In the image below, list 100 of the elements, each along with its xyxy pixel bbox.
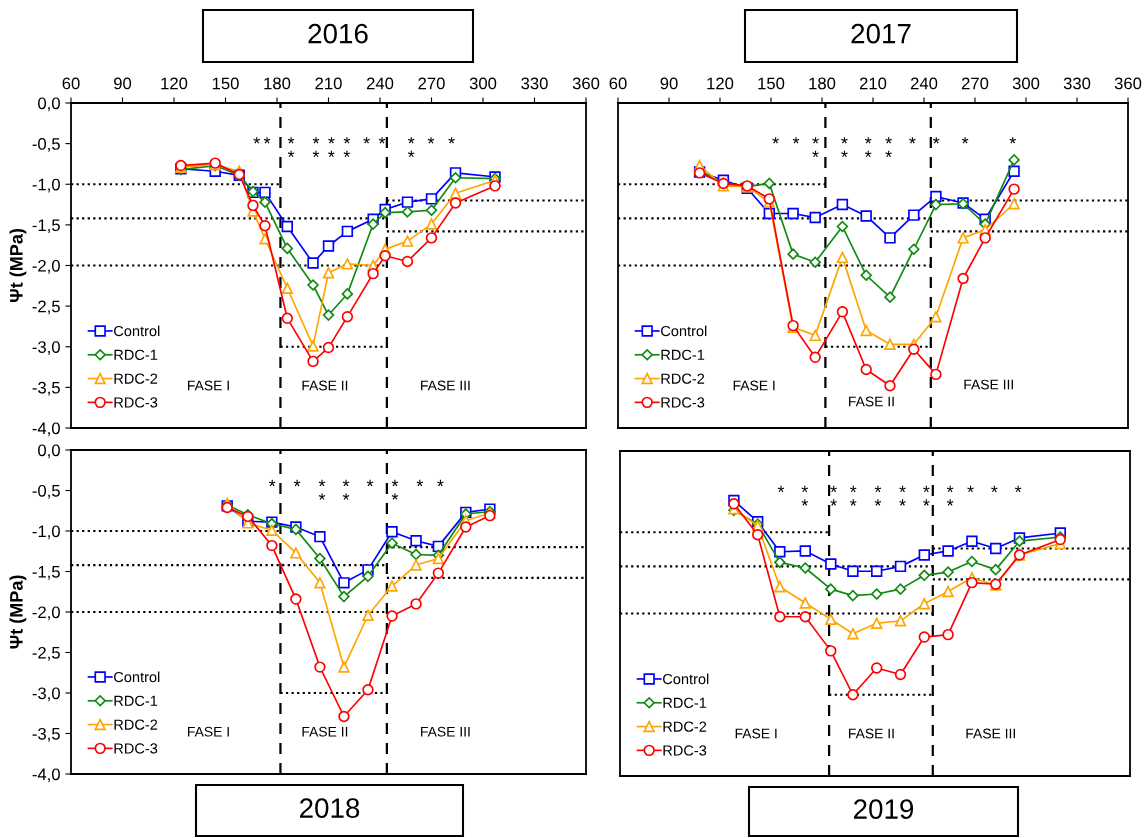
x-tick-label: 60 (62, 77, 80, 90)
y-tick-label: -3,5 (32, 381, 60, 396)
legend-label: RDC-1 (661, 349, 705, 361)
x-tick-label: 180 (809, 77, 836, 90)
annotation: * * (812, 137, 819, 158)
annotation: * (366, 479, 374, 487)
text: 2018 (300, 798, 360, 818)
y-tick-label: 0,0 (38, 97, 60, 112)
annotation: * * (343, 137, 351, 158)
y-tick-label: -4,0 (32, 422, 60, 437)
annotation: * (253, 137, 260, 144)
annotation: FASE I (188, 726, 229, 737)
legend-label: RDC-2 (114, 373, 158, 384)
annotation: * (363, 137, 370, 144)
annotation: * * (342, 479, 350, 500)
annotation: * * (874, 485, 882, 506)
annotation: * * (841, 137, 848, 158)
annotation: FASE III (421, 380, 470, 391)
y-tick-label: -0,5 (32, 484, 60, 499)
y-axis-title: Ψt (MPa) (9, 229, 27, 303)
x-tick-label: 120 (161, 77, 188, 90)
legend-label: RDC-2 (661, 373, 705, 384)
x-tick-label: 120 (707, 77, 734, 90)
legend-label: RDC-2 (663, 721, 707, 732)
annotation: * (777, 485, 785, 493)
x-tick-label: 330 (1063, 77, 1091, 90)
annotation: FASE II (302, 726, 348, 737)
text: 2019 (854, 799, 914, 819)
annotation: FASE II (849, 396, 894, 407)
annotation: FASE I (733, 380, 775, 391)
annotation: * * (830, 485, 837, 506)
y-tick-label: -1,5 (32, 219, 60, 234)
y-tick-label: -2,0 (32, 606, 60, 621)
chart-title: 2016 (308, 23, 368, 44)
x-tick-label: 60 (609, 77, 627, 90)
annotation: * * (287, 137, 295, 158)
legend-label: Control (661, 325, 707, 337)
annotation: * (378, 137, 386, 144)
annotation: * * (923, 485, 930, 506)
annotation: FASE III (966, 728, 1015, 739)
legend-label: RDC-3 (114, 397, 158, 408)
legend-label: RDC-3 (114, 743, 158, 754)
x-tick-label: 270 (961, 77, 989, 90)
y-tick-label: -1,0 (32, 525, 60, 540)
annotation: * (448, 137, 455, 144)
x-tick-label: 240 (366, 77, 394, 90)
x-tick-label: 300 (1012, 77, 1040, 90)
y-tick-label: -1,5 (32, 566, 60, 580)
annotation: * (268, 479, 276, 487)
annotation: * (772, 137, 779, 144)
annotation: FASE III (964, 379, 1013, 390)
annotation: * * (850, 485, 857, 506)
x-tick-label: 210 (859, 77, 887, 90)
y-axis-title: Ψt (MPa) (9, 575, 27, 649)
annotation: * * (865, 137, 872, 158)
x-tick-label: 180 (264, 77, 291, 90)
y-tick-label: -2,5 (32, 300, 60, 315)
legend-label: RDC-1 (114, 349, 158, 361)
y-tick-label: -2,5 (32, 646, 60, 661)
legend-label: Control (114, 671, 160, 683)
y-tick-label: -4,0 (32, 768, 60, 783)
x-tick-label: 90 (660, 77, 678, 90)
annotation: * (961, 137, 969, 144)
legend-label: RDC-1 (663, 697, 707, 709)
y-tick-label: 0,0 (38, 444, 60, 459)
annotation: * * (391, 479, 399, 500)
annotation: * (293, 479, 301, 487)
legend-label: RDC-3 (661, 397, 705, 408)
annotation: * * (328, 137, 335, 158)
x-tick-label: 270 (418, 77, 445, 90)
y-tick-label: -3,5 (32, 727, 60, 742)
annotation: FASE III (421, 726, 470, 737)
y-tick-label: -1,0 (32, 178, 60, 193)
x-tick-label: 300 (469, 77, 497, 90)
annotation: * (437, 479, 444, 487)
y-tick-label: -3,0 (32, 341, 60, 355)
x-tick-label: 360 (1114, 77, 1142, 90)
legend-label: Control (663, 673, 709, 685)
y-tick-label: -0,5 (32, 138, 60, 152)
annotation: * * (946, 485, 954, 506)
annotation: FASE II (849, 728, 894, 739)
annotation: * * (801, 485, 809, 506)
annotation: * (967, 485, 974, 493)
y-tick-label: -3,0 (32, 687, 60, 702)
x-tick-label: 360 (572, 77, 600, 90)
x-tick-label: 90 (114, 77, 132, 90)
annotation: * (1014, 485, 1022, 493)
legend-label: Control (114, 325, 160, 337)
annotation: FASE I (735, 728, 777, 739)
x-tick-label: 210 (315, 77, 342, 90)
annotation: * (1009, 137, 1016, 144)
y-tick-label: -2,0 (32, 259, 60, 274)
annotation: * * (899, 485, 906, 506)
annotation: * (263, 137, 271, 144)
legend-label: RDC-1 (114, 695, 158, 707)
annotation: * (427, 137, 435, 144)
x-tick-label: 150 (758, 77, 785, 90)
annotation: * * (408, 137, 415, 158)
annotation: * * (312, 137, 320, 158)
annotation: * * (318, 479, 326, 500)
